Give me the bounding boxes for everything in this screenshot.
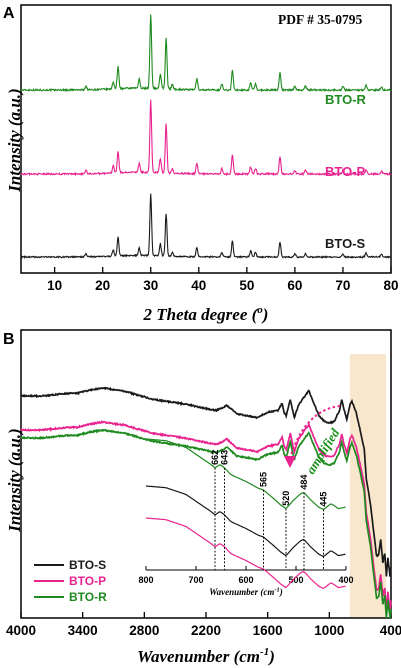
series-label-bto-p: BTO-P [325, 164, 366, 179]
panel-b-x-tick-label: 2200 [191, 623, 221, 638]
inset-peak-label: 484 [299, 475, 309, 490]
legend-label-bto-p: BTO-P [69, 574, 106, 588]
panel-b-x-axis-title-main: Wavenumber (cm [137, 647, 260, 666]
inset-line-bto-s [145, 485, 346, 557]
inset-x-axis-title-sup: -1 [274, 587, 279, 594]
xrd-line-bto-r [20, 14, 392, 93]
inset-x-axis-title-end: ) [279, 587, 283, 597]
inset-line-bto-p [145, 517, 346, 589]
panel-a-x-tick-label: 30 [143, 278, 158, 293]
inset-peak-label: 445 [319, 492, 329, 507]
panel-b-x-tick-label: 4000 [6, 623, 36, 638]
inset-x-tick-label: 800 [138, 575, 153, 585]
panel-a-x-ticks: 10 20 30 40 50 60 70 80 [47, 267, 399, 293]
panel-a-x-tick-label: 60 [287, 278, 302, 293]
xrd-line-bto-p [20, 99, 392, 177]
inset-series [145, 438, 346, 589]
inset-x-ticks: 800 700 600 500 400 [138, 566, 354, 585]
panel-letter-b: B [3, 331, 15, 348]
series-label-bto-s: BTO-S [325, 236, 366, 251]
inset-peak-label: 565 [259, 472, 269, 487]
panel-b-x-tick-label: 1600 [253, 623, 283, 638]
legend-label-bto-r: BTO-R [69, 590, 107, 604]
ftir-line-bto-p [20, 419, 392, 610]
panel-a-x-tick-label: 50 [239, 278, 254, 293]
ftir-line-bto-r [20, 428, 392, 619]
panel-letter-a: A [3, 5, 15, 22]
panel-a-x-axis-title-main: 2 Theta degree ( [143, 305, 259, 324]
inset-x-tick-label: 600 [238, 575, 253, 585]
panel-a-y-axis-title: Intensity (a.u.) [5, 88, 24, 192]
panel-b-x-axis-title: Wavenumber (cm-1) [137, 646, 275, 666]
inset-x-axis-title-main: Wavenumber (cm [209, 587, 274, 597]
inset-x-tick-label: 400 [338, 575, 353, 585]
inset-plot: 800 700 600 500 400 662 643 565 520 484 445 Waven… [138, 438, 354, 598]
panel-b-x-axis-title-sup: -1 [260, 646, 269, 658]
series-label-bto-r: BTO-R [325, 92, 367, 107]
panel-b-x-tick-label: 1000 [314, 623, 344, 638]
panel-b-x-ticks: 4000 3400 2800 2200 1600 1000 400 [6, 612, 401, 638]
inset-line-bto-r [145, 438, 346, 510]
panel-a-x-tick-label: 80 [383, 278, 398, 293]
legend-label-bto-s: BTO-S [69, 558, 106, 572]
ftir-line-bto-s [20, 386, 392, 577]
panel-b-x-tick-label: 400 [380, 623, 401, 638]
xrd-line-bto-s [20, 193, 392, 260]
inset-peak-label: 520 [281, 491, 291, 506]
inset-peak-label: 643 [220, 450, 230, 465]
panel-b-legend: BTO-S BTO-P BTO-R [34, 558, 107, 604]
inset-peak-label: 662 [210, 450, 220, 465]
panel-a-frame [20, 4, 392, 274]
amplified-arrow [289, 405, 341, 459]
pdf-card-label: PDF # 35-0795 [278, 12, 362, 27]
inset-x-tick-label: 700 [188, 575, 203, 585]
panel-a-x-tick-label: 10 [47, 278, 62, 293]
panel-a-x-tick-label: 40 [191, 278, 206, 293]
amplified-arrow-head [284, 456, 296, 468]
panel-b-y-axis-title: Intensity (a.u.) [5, 428, 24, 532]
panel-a-series [20, 14, 392, 260]
panel-a-x-tick-label: 20 [95, 278, 110, 293]
panel-a-x-axis-title-sup: o [257, 304, 263, 316]
inset-x-axis-title: Wavenumber (cm-1) [209, 587, 283, 598]
panel-b-x-tick-label: 3400 [68, 623, 98, 638]
panel-b-x-tick-label: 2800 [129, 623, 159, 638]
panel-b-x-axis-title-end: ) [267, 647, 275, 666]
panel-b-series [20, 386, 392, 619]
panel-a-x-tick-label: 70 [335, 278, 350, 293]
panel-a-x-axis-title: 2 Theta degree (o) [143, 304, 269, 324]
inset-x-tick-label: 500 [288, 575, 303, 585]
inset-peak-markers: 662 643 565 520 484 445 [210, 450, 329, 570]
panel-a-x-axis-title-end: ) [261, 305, 269, 324]
